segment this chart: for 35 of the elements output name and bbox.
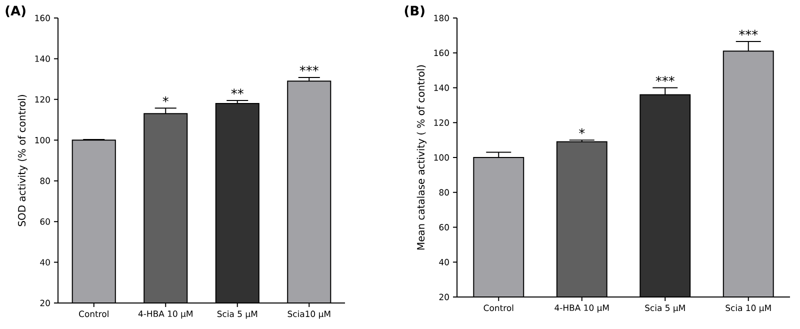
y-tick-label: 40 — [439, 258, 449, 266]
x-tick-label: Scia 10 μM — [726, 304, 771, 313]
y-tick-label: 20 — [439, 294, 449, 300]
y-tick-label: 100 — [434, 154, 449, 161]
x-tick-label: Control — [484, 304, 514, 312]
y-tick-label: 120 — [35, 96, 50, 103]
x-tick-label: 4-HBA 10 μM — [554, 304, 609, 313]
annotation: ** — [231, 88, 244, 95]
y-tick-label: 100 — [35, 136, 50, 144]
x-tick-label: Control — [79, 310, 108, 318]
y-tick-label: 80 — [439, 189, 449, 196]
y-tick-label: 120 — [434, 119, 449, 126]
x-tick-label: Scia 5 μM — [645, 304, 685, 313]
y-tick-label: 40 — [40, 259, 50, 266]
y-tick-label: 160 — [35, 14, 50, 22]
x-tick-label: Scia 5 μM — [217, 310, 258, 319]
chart-title: (B) — [404, 6, 424, 18]
y-tick-label: 80 — [40, 178, 50, 184]
annotation: *** — [739, 30, 758, 36]
chart-title: (A) — [6, 6, 26, 18]
y-tick-label: 60 — [439, 224, 449, 230]
x-tick-label: Scia10 μM — [288, 310, 330, 319]
x-tick-label: 4-HBA 10 μM — [138, 310, 192, 319]
y-tick-label: 160 — [434, 50, 449, 56]
annotation: * — [162, 96, 168, 102]
y-tick-label: 140 — [35, 56, 50, 62]
y-tick-label: 20 — [40, 300, 50, 306]
y-tick-label: 60 — [40, 218, 50, 225]
y-axis-title: Mean catalase activity ( % of control) — [416, 65, 426, 250]
annotation: *** — [656, 76, 674, 82]
y-tick-label: 180 — [434, 14, 449, 22]
annotation: * — [579, 128, 585, 134]
y-axis-title: SOD activity (% of control) — [18, 95, 28, 226]
annotation: *** — [300, 66, 318, 72]
y-tick-label: 140 — [434, 84, 449, 91]
